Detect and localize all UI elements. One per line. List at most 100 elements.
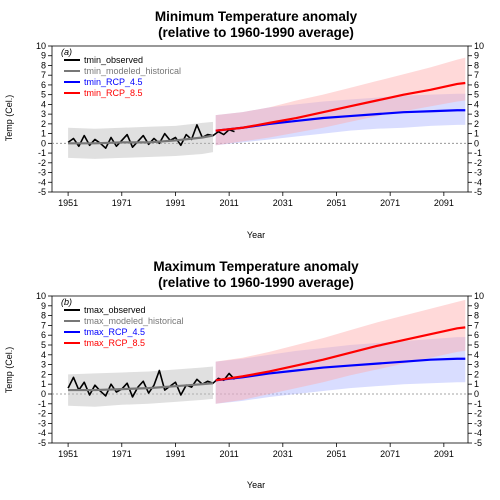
panel-a-ytick-left-label-15: 10 xyxy=(36,41,46,51)
panel-a-y-axis-label: Temp (Cel.) xyxy=(4,95,14,142)
panel-a-ytick-left-label-2: -3 xyxy=(38,168,46,178)
panel-a-legend-label-2: tmin_RCP_4.5 xyxy=(84,77,143,87)
panel-b-xtick-label-7: 2091 xyxy=(434,449,454,459)
panel-b-ytick-left-label-11: 6 xyxy=(41,330,46,340)
panel-b-legend-label-3: tmax_RCP_8.5 xyxy=(84,338,145,348)
panel-b-ytick-right-label-4: -1 xyxy=(474,399,482,409)
panel-b-ytick-left-label-2: -3 xyxy=(38,418,46,428)
panel-a-ytick-right-label-0: -5 xyxy=(474,187,482,197)
panel-a-ytick-left-label-14: 9 xyxy=(41,51,46,61)
panel-a-xtick-label-5: 2051 xyxy=(326,198,346,208)
panel-a-tag: (a) xyxy=(61,47,72,57)
panel-b-ytick-right-label-14: 9 xyxy=(474,301,479,311)
panel-b-frame xyxy=(51,295,469,444)
panel-b-legend-label-2: tmax_RCP_4.5 xyxy=(84,327,145,337)
panel-a-ytick-right-label-14: 9 xyxy=(474,51,479,61)
panel-a-ytick-right-label-10: 5 xyxy=(474,90,479,100)
panel-a-band-1 xyxy=(68,121,214,159)
panel-a-title-line-2: (relative to 1960-1990 average) xyxy=(158,25,354,40)
panel-a-frame xyxy=(51,45,469,193)
panel-b-xtick-label-2: 1991 xyxy=(165,449,185,459)
panel-a-ytick-right-label-7: 2 xyxy=(474,119,479,129)
panel-a-ytick-right-label-8: 3 xyxy=(474,109,479,119)
panel-b-ytick-right-label-2: -3 xyxy=(474,418,482,428)
panel-a-ytick-right-label-5: 0 xyxy=(474,138,479,148)
panel-a-ytick-left-label-4: -1 xyxy=(38,148,46,158)
panel-a-ytick-right-label-12: 7 xyxy=(474,70,479,80)
panel-b-ytick-right-label-0: -5 xyxy=(474,438,482,448)
panel-b-band-2 xyxy=(215,337,466,404)
panel-a-ytick-right-label-6: 1 xyxy=(474,129,479,139)
panel-b-series-2 xyxy=(215,357,466,382)
panel-b-ytick-right-label-15: 10 xyxy=(474,291,484,301)
panel-b-ytick-left-label-10: 5 xyxy=(41,340,46,350)
panel-b-ytick-left-label-7: 2 xyxy=(41,369,46,379)
panel-a-series-3 xyxy=(215,81,466,132)
panel-a-ytick-left-label-5: 0 xyxy=(41,138,46,148)
panel-a-ytick-left-label-10: 5 xyxy=(41,90,46,100)
panel-b-ytick-left-label-3: -2 xyxy=(38,409,46,419)
panel-b-xtick-label-4: 2031 xyxy=(273,449,293,459)
panel-b-ytick-left-label-6: 1 xyxy=(41,379,46,389)
panel-b-ytick-left-label-14: 9 xyxy=(41,301,46,311)
panel-b-plot-area: 1951 1971 1991 2011 2031 2051 2071 2091-5 -5-4 -4… xyxy=(36,291,484,459)
panel-b-ytick-right-label-12: 7 xyxy=(474,320,479,330)
panel-tmax: Maximum Temperature anomaly (relative to… xyxy=(4,259,484,490)
panel-a-ytick-right-label-1: -4 xyxy=(474,177,482,187)
panel-b-legend-label-1: tmax_modeled_historical xyxy=(84,316,184,326)
panel-a-x-axis-label: Year xyxy=(247,230,265,240)
panel-tmin: Minimum Temperature anomaly (relative to… xyxy=(4,9,484,240)
panel-a-ytick-left-label-6: 1 xyxy=(41,129,46,139)
panel-b-ytick-right-label-6: 1 xyxy=(474,379,479,389)
panel-a-ytick-left-label-9: 4 xyxy=(41,99,46,109)
panel-a-ytick-left-label-1: -4 xyxy=(38,177,46,187)
panel-a-ytick-left-label-12: 7 xyxy=(41,70,46,80)
panel-a-ytick-left-label-0: -5 xyxy=(38,187,46,197)
panel-b-ytick-left-label-15: 10 xyxy=(36,291,46,301)
panel-a-ytick-right-label-15: 10 xyxy=(474,41,484,51)
panel-b-y-axis-label: Temp (Cel.) xyxy=(4,347,14,394)
panel-a-ytick-right-label-9: 4 xyxy=(474,99,479,109)
panel-a-xtick-label-4: 2031 xyxy=(273,198,293,208)
panel-b-x-axis-label: Year xyxy=(247,480,265,490)
panel-b-ytick-left-label-12: 7 xyxy=(41,320,46,330)
panel-b-ytick-right-label-9: 4 xyxy=(474,350,479,360)
panel-b-ytick-right-label-10: 5 xyxy=(474,340,479,350)
panel-a-ytick-right-label-2: -3 xyxy=(474,168,482,178)
panel-a-ytick-right-label-3: -2 xyxy=(474,158,482,168)
panel-a-ytick-left-label-13: 8 xyxy=(41,60,46,70)
panel-b-ytick-left-label-0: -5 xyxy=(38,438,46,448)
panel-a-ytick-left-label-3: -2 xyxy=(38,158,46,168)
panel-b-ytick-right-label-3: -2 xyxy=(474,409,482,419)
panel-b-band-3 xyxy=(215,299,466,404)
panel-a-plot-area: 1951 1971 1991 2011 2031 2051 2071 2091-5 -5-4 -4… xyxy=(36,41,484,208)
panel-b-ytick-left-label-8: 3 xyxy=(41,360,46,370)
panel-a-xtick-label-3: 2011 xyxy=(219,198,238,208)
panel-a-ytick-right-label-4: -1 xyxy=(474,148,482,158)
panel-a-legend-label-1: tmin_modeled_historical xyxy=(84,66,181,76)
panel-a-legend-label-3: tmin_RCP_8.5 xyxy=(84,88,143,98)
panel-a-xtick-label-0: 1951 xyxy=(58,198,78,208)
panel-b-series-1 xyxy=(68,382,214,392)
panel-b-ytick-right-label-7: 2 xyxy=(474,369,479,379)
panel-a-ytick-right-label-11: 6 xyxy=(474,80,479,90)
panel-b-xtick-label-3: 2011 xyxy=(219,449,238,459)
panel-b-legend-label-0: tmax_observed xyxy=(84,305,146,315)
panel-b-ytick-right-label-5: 0 xyxy=(474,389,479,399)
panel-b-tag: (b) xyxy=(61,297,72,307)
panel-b-ytick-right-label-1: -4 xyxy=(474,428,482,438)
panel-b-series-0 xyxy=(67,369,236,398)
panel-a-series-1 xyxy=(68,134,214,145)
panel-a-xtick-label-7: 2091 xyxy=(434,198,454,208)
panel-b-ytick-left-label-13: 8 xyxy=(41,311,46,321)
panel-a-xtick-label-1: 1971 xyxy=(112,198,132,208)
panel-b-title-line-2: (relative to 1960-1990 average) xyxy=(158,275,354,290)
panel-b-xtick-label-1: 1971 xyxy=(112,449,132,459)
panel-b-ytick-right-label-8: 3 xyxy=(474,360,479,370)
panel-a-band-3 xyxy=(215,57,466,146)
panel-b-band-1 xyxy=(68,366,214,407)
panel-a-ytick-left-label-8: 3 xyxy=(41,109,46,119)
panel-b-ytick-left-label-9: 4 xyxy=(41,350,46,360)
panel-b-ytick-right-label-11: 6 xyxy=(474,330,479,340)
